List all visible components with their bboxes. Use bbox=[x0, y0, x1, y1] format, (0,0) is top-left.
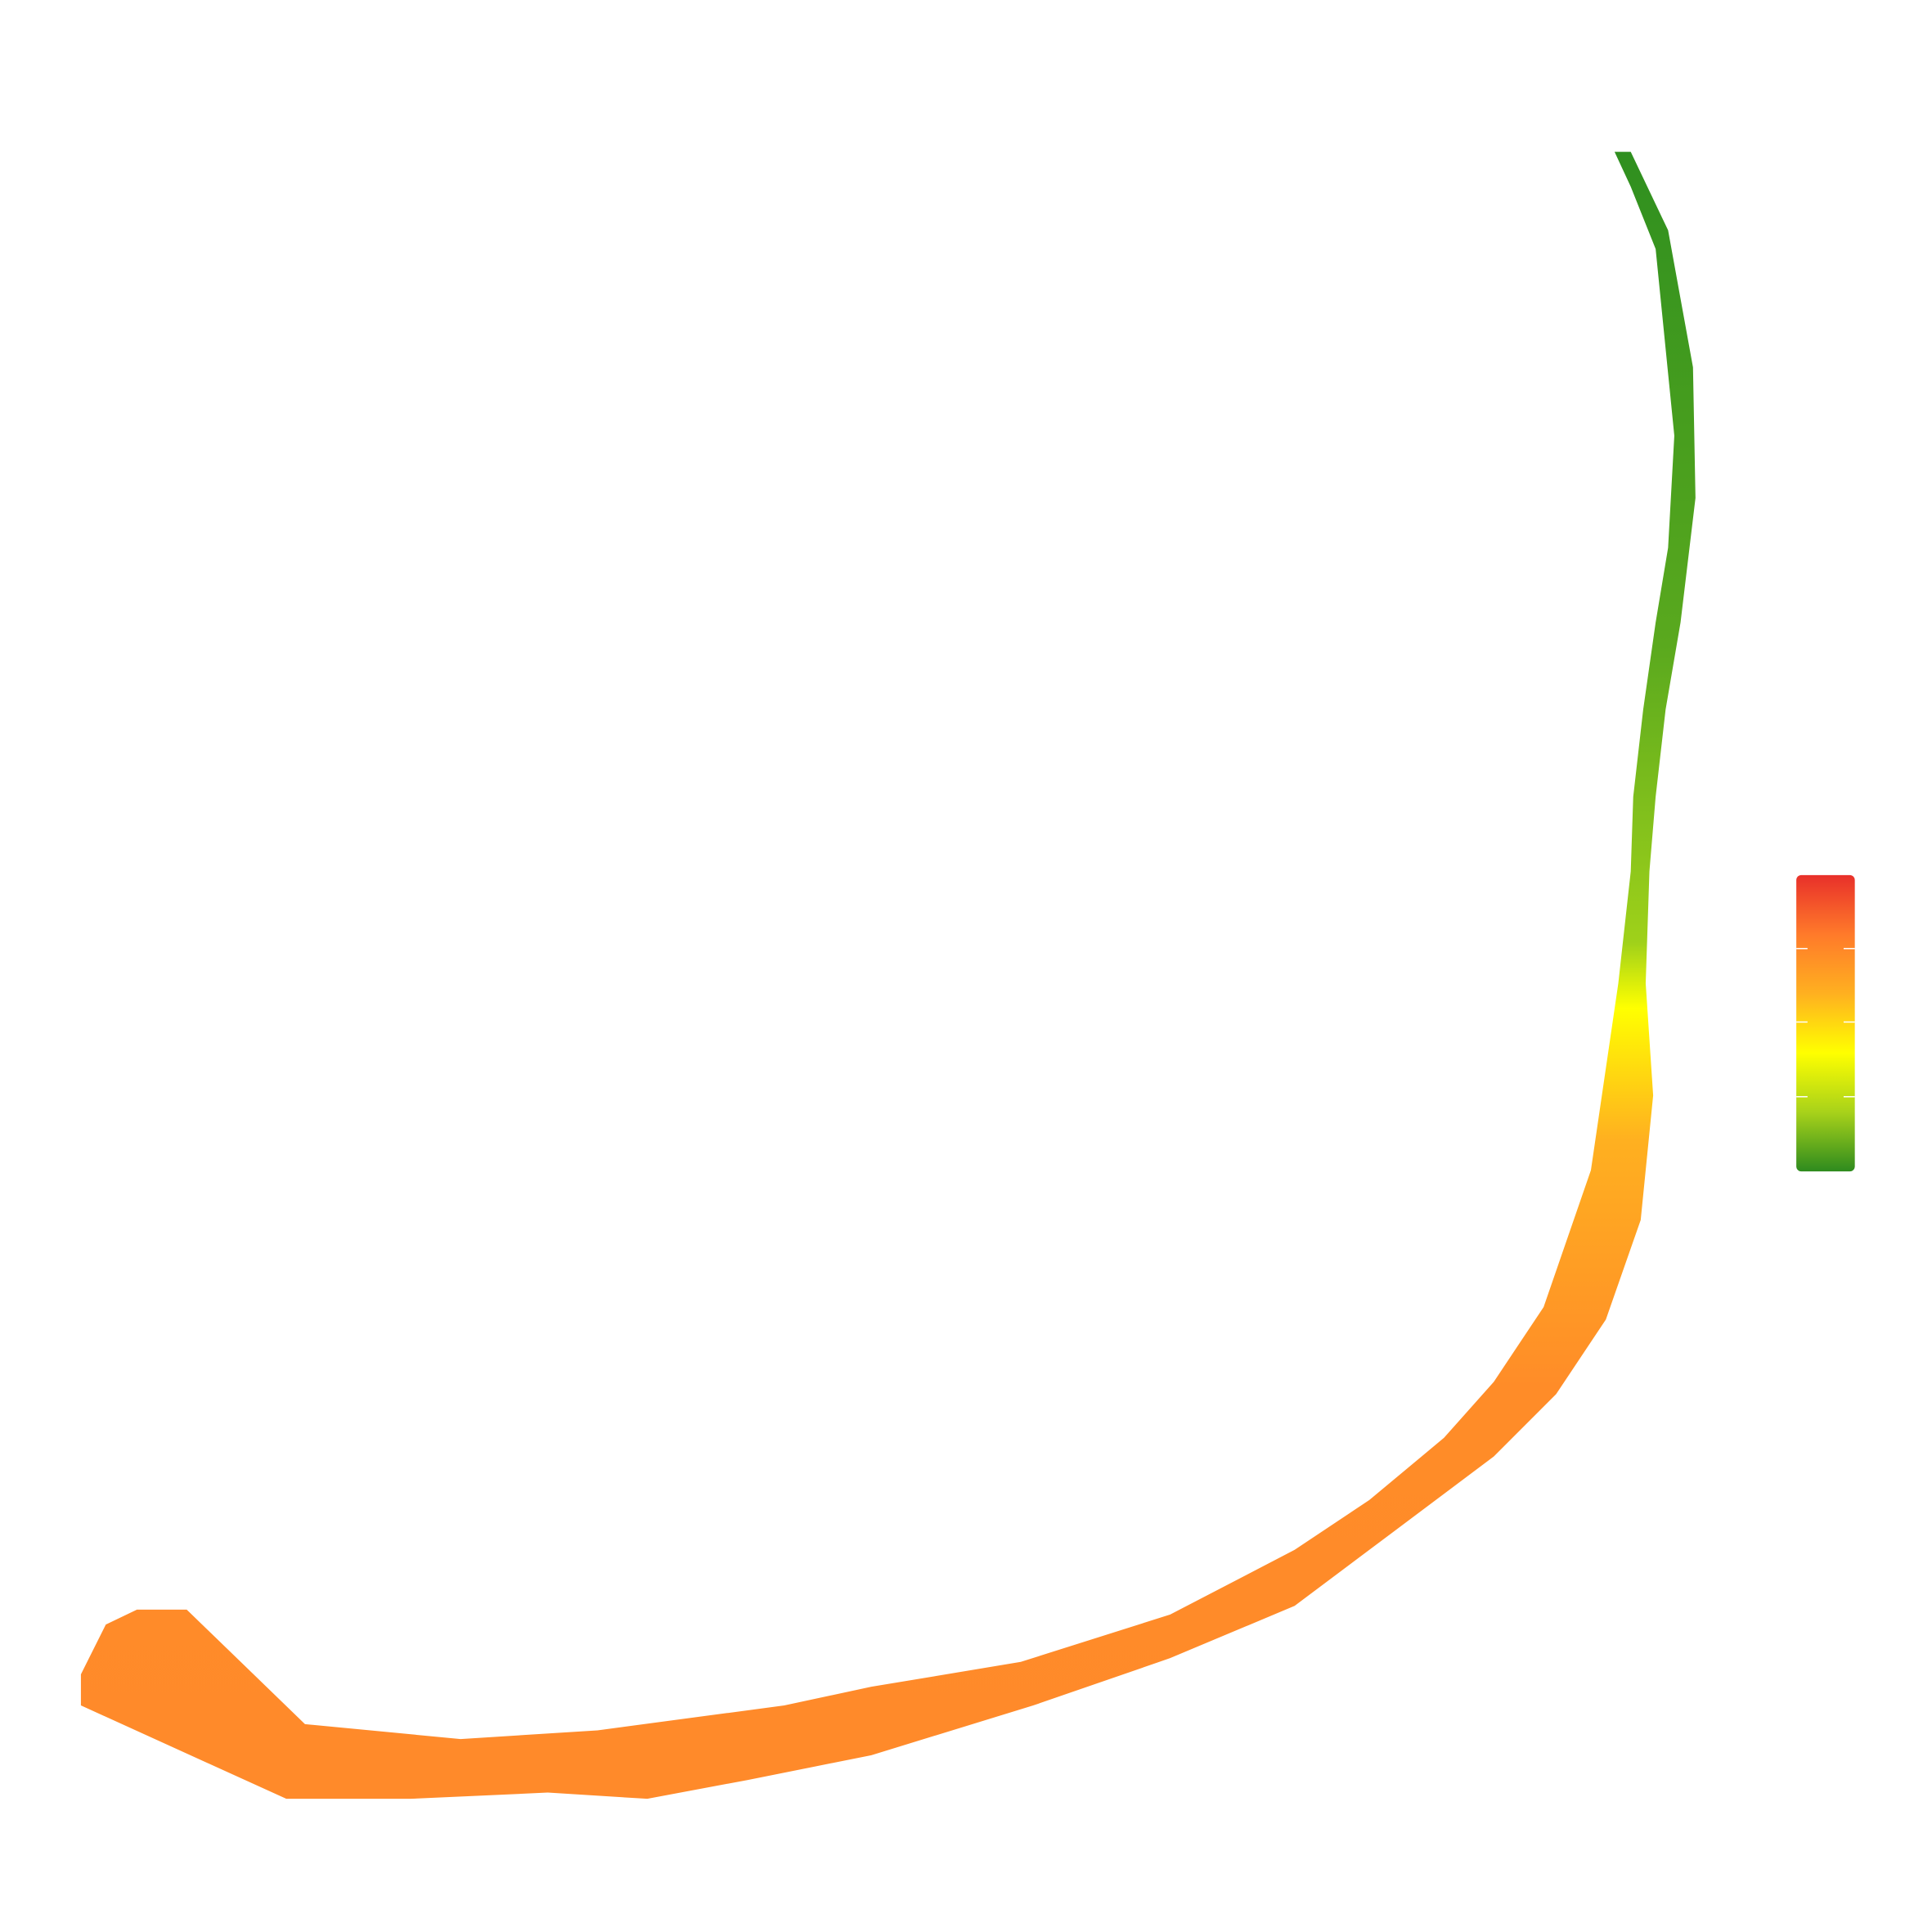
colorbar bbox=[1796, 874, 1855, 1172]
river-area bbox=[80, 151, 1696, 1799]
